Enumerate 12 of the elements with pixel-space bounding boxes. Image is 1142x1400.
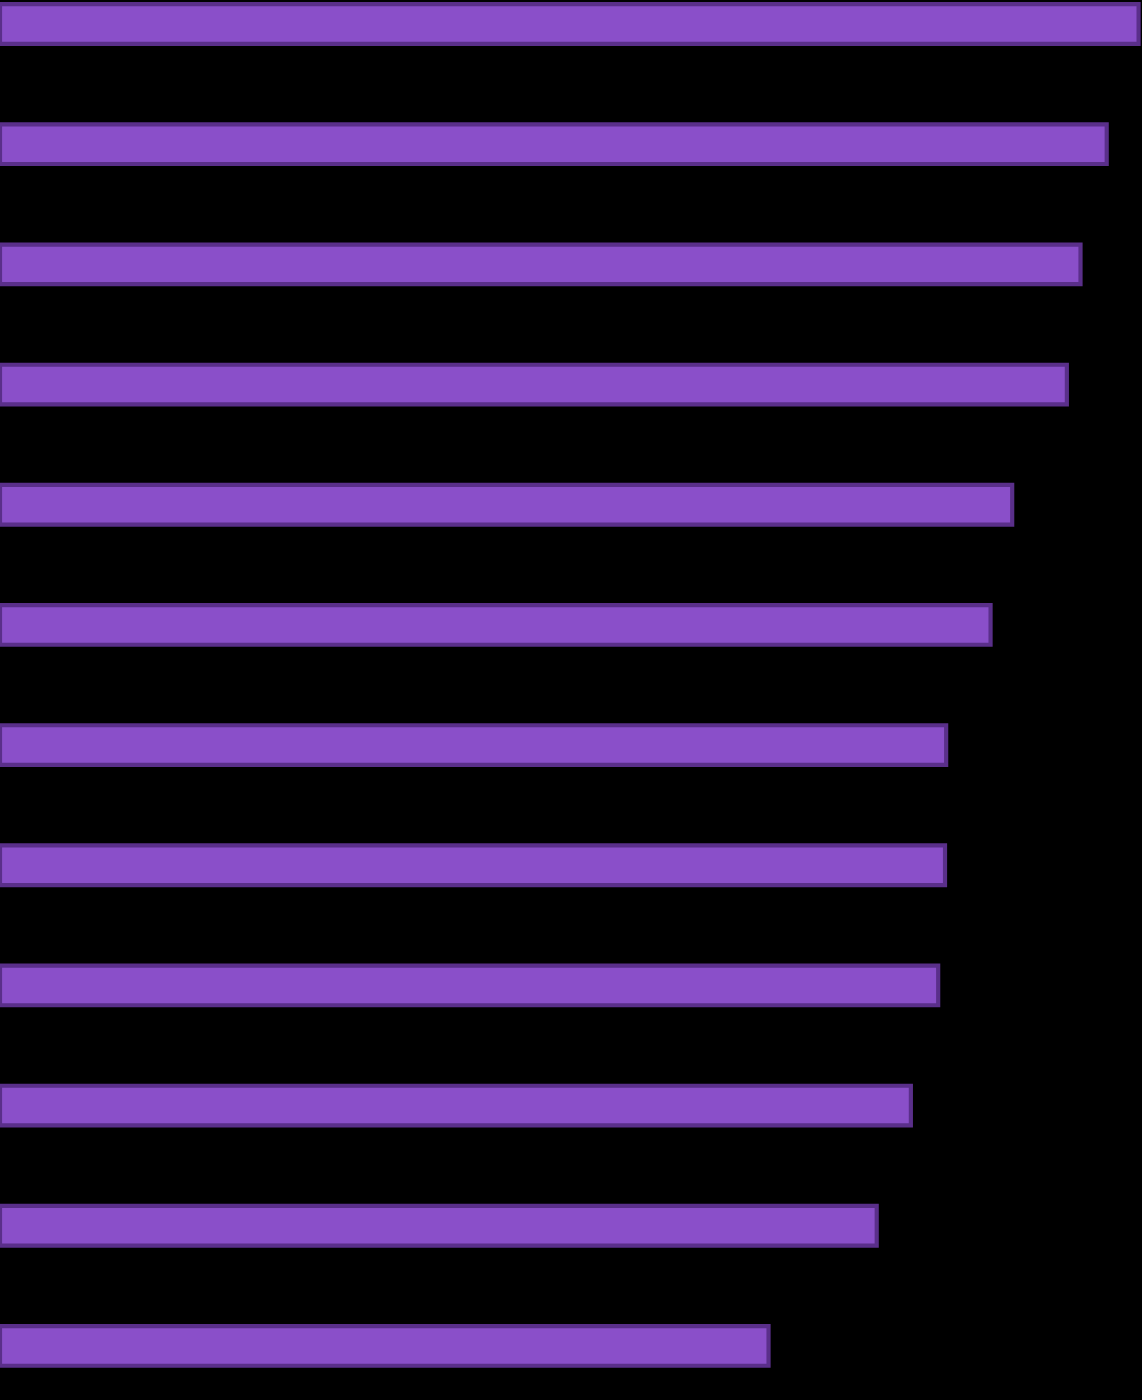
bar	[0, 2, 1141, 46]
bar	[0, 1083, 913, 1128]
bar	[0, 963, 941, 1008]
bar	[0, 482, 1015, 527]
bar	[0, 602, 993, 647]
bar	[0, 362, 1069, 407]
bar	[0, 843, 948, 888]
bar	[0, 242, 1083, 287]
bar	[0, 1324, 771, 1368]
bar	[0, 122, 1109, 167]
bar	[0, 723, 949, 767]
bar	[0, 1203, 879, 1248]
